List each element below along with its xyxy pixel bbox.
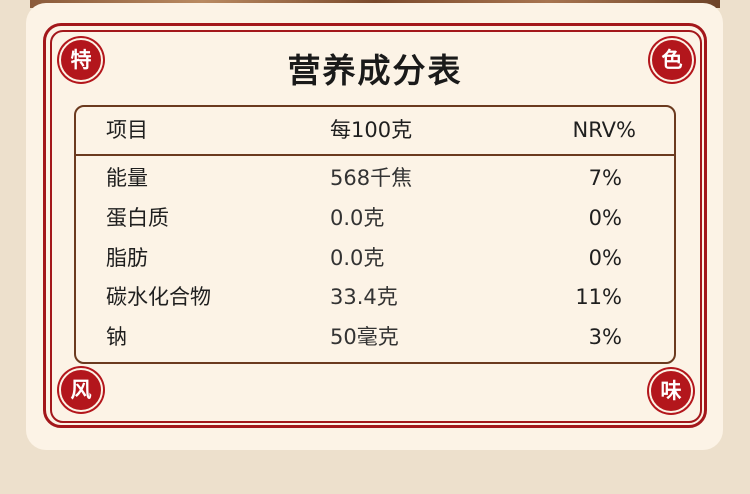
row-name: 脂肪: [106, 246, 148, 270]
row-amount: 568千焦: [330, 166, 413, 190]
row-nrv: 0%: [588, 246, 622, 270]
page-title: 营养成分表: [287, 51, 463, 90]
row-name: 钠: [106, 325, 127, 349]
header-nrv: NRV%: [572, 118, 636, 142]
seal-badge-se: 色: [650, 38, 694, 82]
row-amount: 0.0克: [330, 246, 385, 270]
seal-badge-wei: 味: [649, 369, 693, 413]
row-amount: 50毫克: [330, 325, 399, 349]
row-nrv: 0%: [588, 206, 622, 230]
header-per-100g: 每100克: [330, 118, 413, 142]
row-nrv: 3%: [588, 325, 622, 349]
row-name: 能量: [106, 166, 148, 190]
seal-badge-feng: 风: [59, 368, 103, 412]
row-amount: 0.0克: [330, 206, 385, 230]
header-item: 项目: [106, 118, 148, 142]
row-nrv: 11%: [575, 285, 622, 309]
nutrition-card: [26, 3, 723, 450]
row-amount: 33.4克: [330, 285, 398, 309]
frame-outer-border: [43, 23, 707, 428]
nutrition-table: 项目 每100克 NRV% 能量 568千焦 7% 蛋白质 0.0克 0% 脂肪…: [74, 105, 676, 364]
row-name: 蛋白质: [106, 206, 169, 230]
seal-badge-te: 特: [59, 38, 103, 82]
frame-inner-border: [50, 30, 702, 423]
row-nrv: 7%: [588, 166, 622, 190]
row-name: 碳水化合物: [106, 285, 211, 309]
header-divider: [76, 154, 674, 156]
